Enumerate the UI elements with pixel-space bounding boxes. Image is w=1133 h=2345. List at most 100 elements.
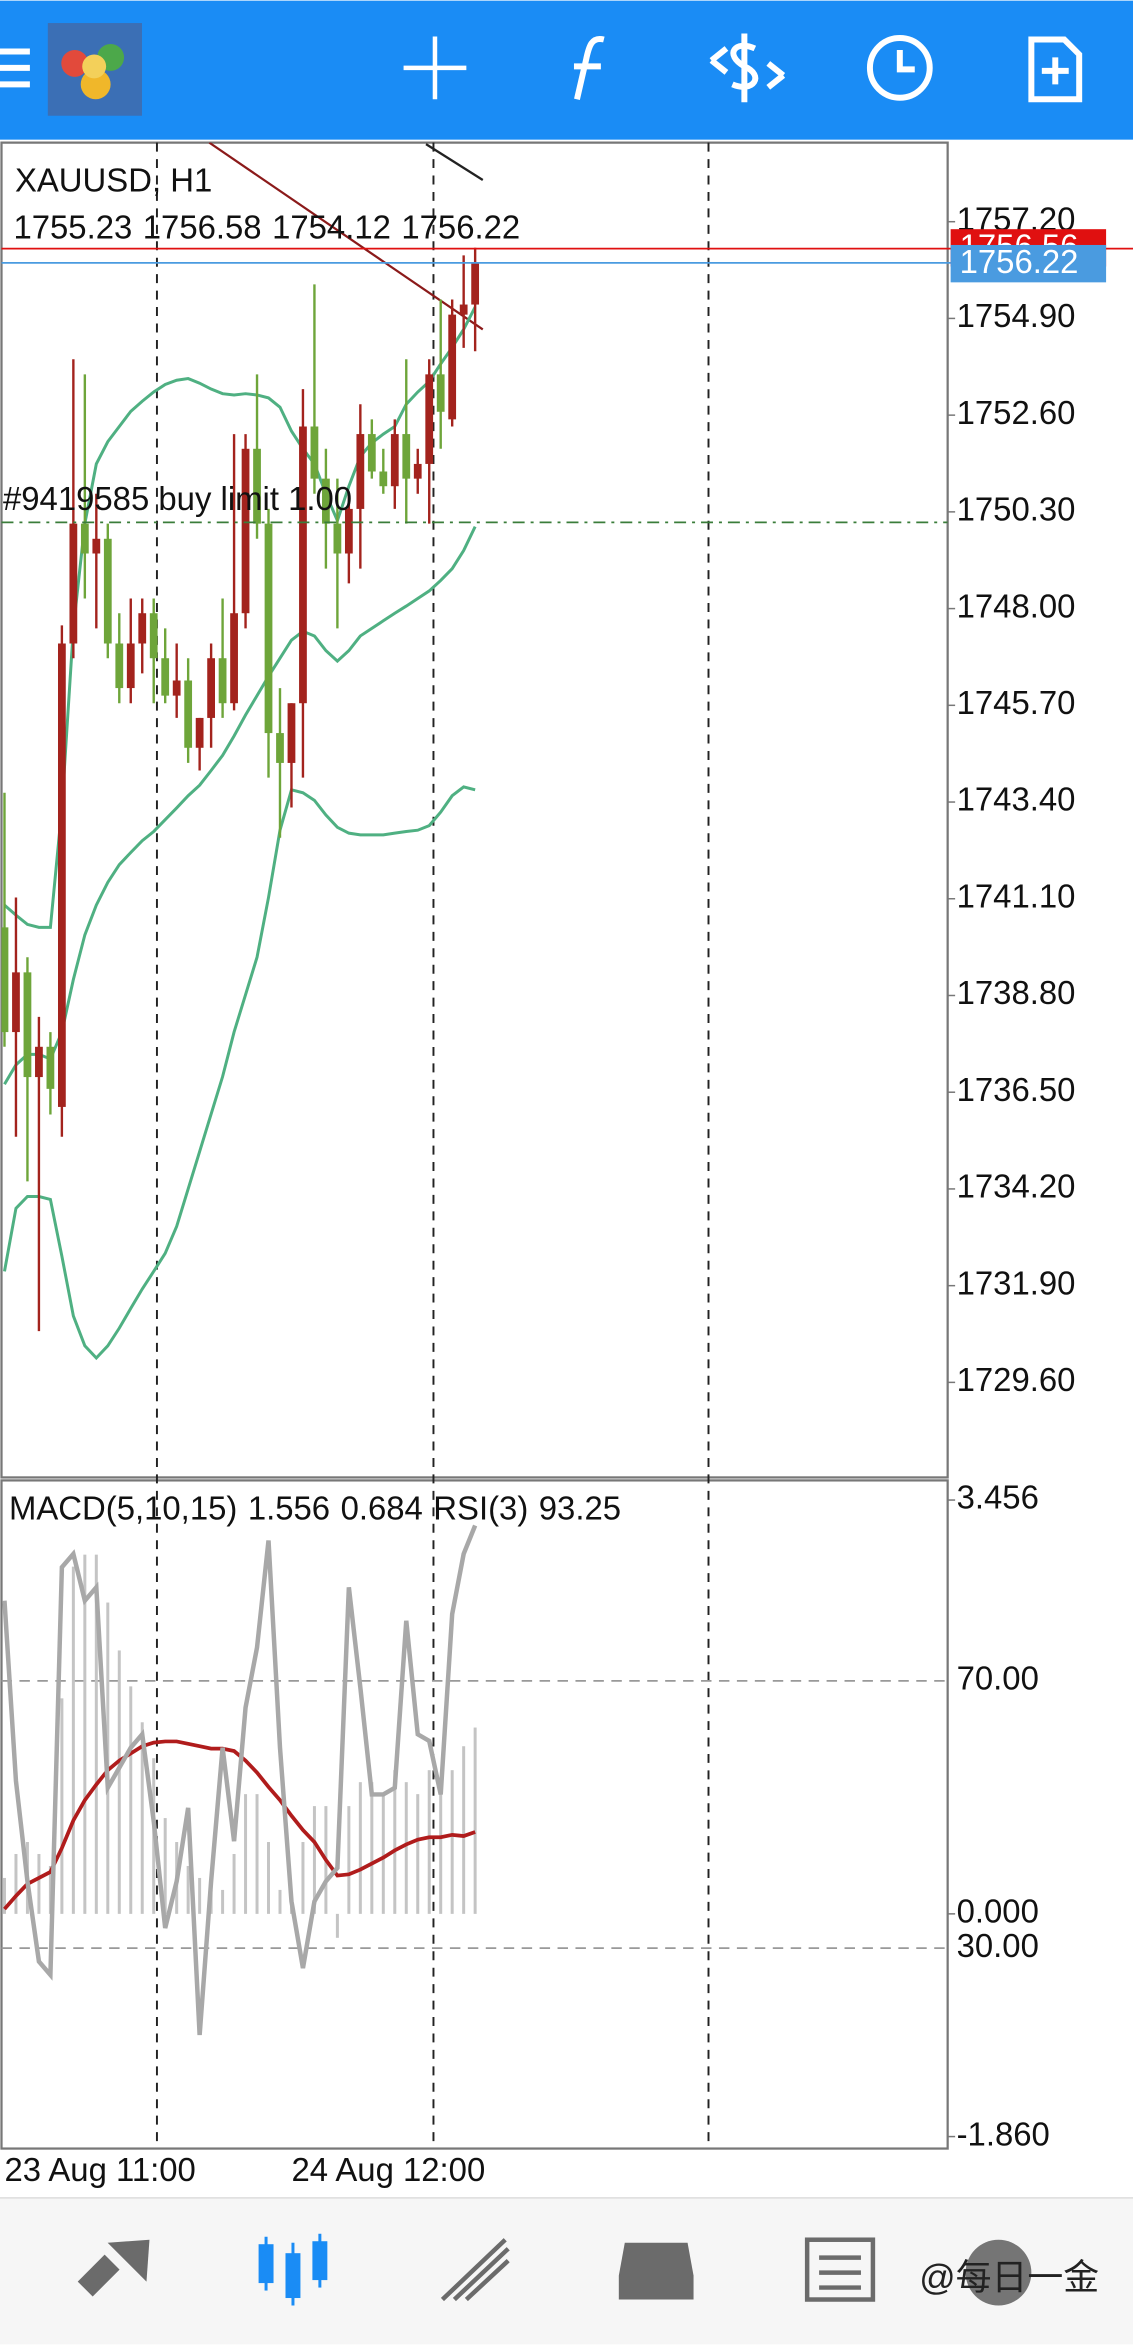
period-separators xyxy=(155,142,710,2149)
candle-body xyxy=(57,643,66,1107)
macd-bar xyxy=(427,1770,431,1914)
macd-bar xyxy=(473,1727,477,1914)
crosshair-button[interactable] xyxy=(403,36,467,100)
macd-bar xyxy=(255,1794,259,1914)
candle-body xyxy=(80,523,89,554)
top-toolbar xyxy=(0,0,1133,140)
chart-title: XAUUSD, H1 xyxy=(15,162,212,199)
watermark: @每日一金 xyxy=(919,2258,1099,2298)
macd-bar xyxy=(462,1746,466,1914)
main-plot xyxy=(1,142,948,1361)
macd-bar xyxy=(48,1865,52,1914)
candle-body xyxy=(402,434,411,479)
candle-body xyxy=(367,434,376,472)
candle-body xyxy=(218,658,227,704)
macd-bar xyxy=(186,1865,190,1914)
indicator-readout-part: 1.556 xyxy=(248,1489,330,1526)
new-order-button[interactable] xyxy=(1028,36,1083,103)
macd-bar xyxy=(232,1853,236,1914)
candle-body xyxy=(184,680,193,748)
history-button[interactable] xyxy=(866,35,933,101)
y2-tick-label: 70.00 xyxy=(957,1660,1039,1697)
macd-bar xyxy=(278,1889,282,1914)
macd-bar xyxy=(416,1794,420,1914)
indicator-readout-part: 0.684 xyxy=(341,1489,423,1526)
candle-body xyxy=(1,927,9,1033)
trendline[interactable] xyxy=(208,142,484,331)
y-tick-label: 1750.30 xyxy=(957,491,1076,528)
candle-body xyxy=(23,972,32,1078)
ohlc-high: 1756.58 xyxy=(143,208,262,245)
candle-body xyxy=(230,613,238,704)
candle-body xyxy=(436,374,445,412)
macd-bar xyxy=(312,1806,316,1914)
candle-body xyxy=(344,508,353,554)
candle-body xyxy=(172,680,181,696)
macd-bar xyxy=(381,1794,385,1914)
chat-button[interactable] xyxy=(965,2239,1032,2306)
order-label: #9419585 buy limit 1.00 xyxy=(3,480,352,517)
macd-bar xyxy=(2,1877,6,1914)
y-tick-label: 1743.40 xyxy=(957,781,1076,818)
y-tick-label: 1734.20 xyxy=(957,1168,1076,1205)
candle-body xyxy=(413,463,422,479)
indicator-readout-part: RSI(3) xyxy=(433,1489,528,1526)
candle-body xyxy=(46,1046,55,1089)
ohlc-open: 1755.23 xyxy=(13,208,132,245)
indicator-readout-part: 93.25 xyxy=(539,1489,621,1526)
candle-body xyxy=(379,471,388,487)
y-tick-label: 1752.60 xyxy=(957,394,1076,431)
macd-bar xyxy=(301,1842,305,1914)
candle-body xyxy=(138,613,147,644)
band-line xyxy=(3,785,476,1361)
macd-bar xyxy=(37,1853,41,1914)
chart-tab[interactable] xyxy=(258,2233,328,2306)
candle-body xyxy=(241,448,250,614)
candle-body xyxy=(103,538,112,644)
trendline[interactable] xyxy=(425,143,484,181)
candle-body xyxy=(287,703,296,763)
history-tab[interactable] xyxy=(618,2242,694,2300)
macd-bar xyxy=(221,1889,225,1914)
candle-body xyxy=(92,538,101,554)
macd-bar xyxy=(83,1554,87,1914)
macd-bar xyxy=(335,1913,339,1938)
band-line xyxy=(3,525,477,1085)
x-tick-label: 23 Aug 11:00 xyxy=(4,2151,195,2188)
candle-body xyxy=(322,478,330,524)
y-tick-label: 1731.90 xyxy=(957,1264,1076,1301)
candle-body xyxy=(126,643,135,689)
macd-bar xyxy=(198,1877,202,1914)
macd-bar xyxy=(117,1650,121,1914)
trade-tab[interactable] xyxy=(440,2238,510,2302)
indicators-button[interactable] xyxy=(573,35,605,100)
app-logo[interactable] xyxy=(47,23,142,116)
macd-bar xyxy=(267,1842,271,1914)
candle-body xyxy=(333,523,342,554)
news-tab[interactable] xyxy=(804,2237,876,2302)
candle-body xyxy=(115,643,124,689)
candle-body xyxy=(35,1046,43,1078)
candle-body xyxy=(276,733,284,763)
menu-button[interactable] xyxy=(0,48,30,88)
indicator-plot-frame xyxy=(0,1479,949,2150)
candle-body xyxy=(264,523,273,734)
y-tick-label: 3.456 xyxy=(957,1479,1039,1516)
bottom-toolbar xyxy=(0,2197,1133,2345)
y-tick-label: 1748.00 xyxy=(957,587,1076,624)
macd-bar xyxy=(140,1722,144,1914)
macd-bar xyxy=(393,1770,397,1914)
macd-bar xyxy=(94,1554,98,1914)
candle-body xyxy=(310,426,319,479)
candle-body xyxy=(253,448,261,524)
x-tick-label: 24 Aug 12:00 xyxy=(291,2151,485,2188)
axes: 1757.201754.901752.601750.301748.001745.… xyxy=(4,200,1075,2188)
candle-body xyxy=(12,972,20,1033)
quotes-tab[interactable] xyxy=(77,2239,150,2297)
candle-body xyxy=(390,434,399,487)
macd-bar xyxy=(404,1782,408,1914)
trade-button[interactable] xyxy=(709,33,786,103)
macd-bar xyxy=(163,1818,167,1914)
